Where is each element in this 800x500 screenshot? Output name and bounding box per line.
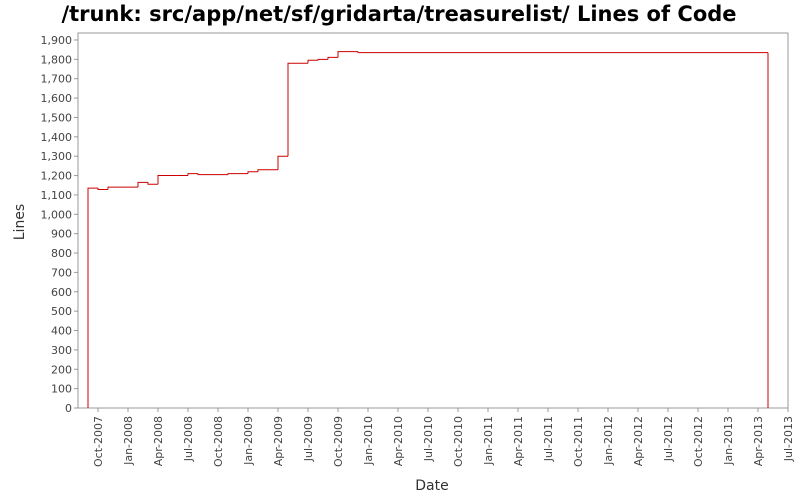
x-tick-label: Jul-2009	[302, 416, 315, 462]
line-step	[337, 51, 358, 58]
line-step	[97, 188, 108, 191]
x-tick-label: Jan-2008	[122, 416, 135, 466]
x-tick-label: Apr-2009	[272, 416, 285, 466]
y-tick-label: 1,400	[41, 131, 73, 144]
y-tick-label: 200	[51, 363, 72, 376]
x-tick-label: Apr-2008	[152, 416, 165, 466]
y-tick-label: 1,100	[41, 189, 73, 202]
y-tick-label: 1,500	[41, 111, 73, 124]
line-step	[257, 169, 278, 172]
x-tick-label: Apr-2011	[512, 416, 525, 466]
y-tick-label: 600	[51, 286, 72, 299]
x-tick-label: Apr-2013	[752, 416, 765, 466]
y-tick-label: 500	[51, 305, 72, 318]
line-step	[107, 186, 138, 190]
x-tick-label: Jul-2013	[782, 416, 795, 462]
x-tick-label: Jul-2010	[422, 416, 435, 462]
y-tick-label: 700	[51, 266, 72, 279]
plot-area	[77, 32, 789, 409]
line-step	[357, 51, 768, 54]
line-step	[307, 59, 318, 64]
y-tick-label: 1,000	[41, 208, 73, 221]
x-axis-label: Date	[415, 478, 448, 494]
line-step	[277, 155, 288, 170]
x-tick-label: Jan-2011	[482, 416, 495, 466]
line-step	[137, 181, 148, 188]
y-tick-label: 0	[65, 402, 72, 415]
y-tick-label: 1,600	[41, 92, 73, 105]
x-tick-label: Jan-2010	[362, 416, 375, 466]
line-step	[187, 173, 198, 176]
x-tick-label: Apr-2010	[392, 416, 405, 466]
y-tick-label: 1,700	[41, 73, 73, 86]
y-tick-label: 1,200	[41, 170, 73, 183]
x-tick-label: Jul-2012	[662, 416, 675, 462]
y-tick-label: 1,900	[41, 34, 73, 47]
x-tick-label: Jan-2012	[602, 416, 615, 466]
y-tick-label: 400	[51, 325, 72, 338]
y-tick-label: 900	[51, 228, 72, 241]
x-tick-label: Jul-2008	[182, 416, 195, 462]
x-tick-label: Jan-2009	[242, 416, 255, 466]
y-tick-label: 1,300	[41, 150, 73, 163]
line-step	[327, 56, 338, 60]
y-axis-label: Lines	[12, 204, 28, 240]
x-tick-label: Jul-2011	[542, 416, 555, 462]
y-tick-label: 300	[51, 344, 72, 357]
line-step	[147, 182, 158, 185]
x-tick-label: Oct-2007	[92, 416, 105, 467]
y-tick-label: 800	[51, 247, 72, 260]
x-tick-label: Oct-2012	[692, 416, 705, 467]
line-step	[157, 175, 188, 185]
x-tick-label: Oct-2009	[332, 416, 345, 467]
x-tick-label: Apr-2012	[632, 416, 645, 466]
line-step	[287, 62, 308, 157]
line-step	[87, 187, 98, 408]
x-tick-label: Jan-2013	[722, 416, 735, 466]
line-step	[197, 173, 228, 176]
y-tick-label: 1,800	[41, 53, 73, 66]
y-tick-label: 100	[51, 383, 72, 396]
x-tick-label: Oct-2010	[452, 416, 465, 467]
line-step	[227, 173, 248, 175]
x-tick-label: Oct-2008	[212, 416, 225, 467]
line-step	[247, 171, 258, 174]
x-tick-label: Oct-2011	[572, 416, 585, 467]
chart-title: /trunk: src/app/net/sf/gridarta/treasure…	[61, 2, 736, 26]
line-step	[317, 58, 328, 61]
